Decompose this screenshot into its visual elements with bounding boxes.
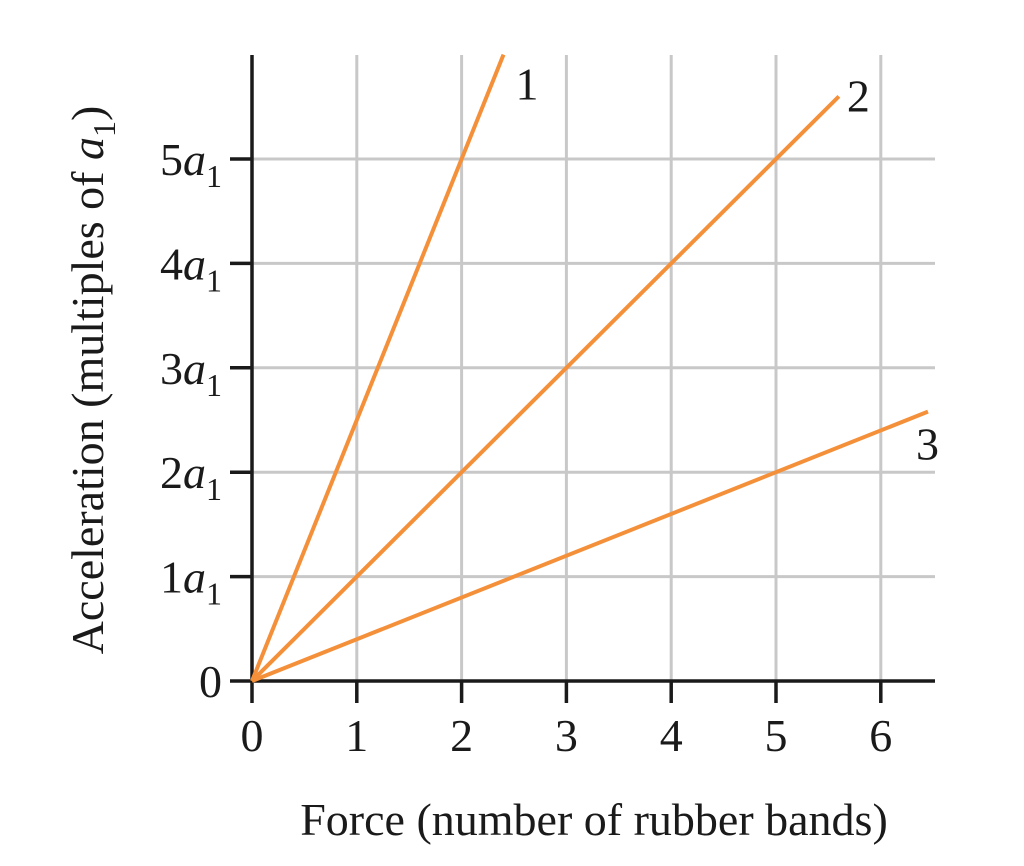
grid-lines xyxy=(252,55,935,681)
y-tick-label: 5a1 xyxy=(160,134,222,194)
x-tick-label: 3 xyxy=(555,710,578,761)
series-line-2 xyxy=(250,94,841,683)
x-tick-label: 5 xyxy=(765,710,788,761)
series-label-2: 2 xyxy=(847,70,870,121)
series-line-3 xyxy=(251,409,929,683)
y-tick-label: 3a1 xyxy=(160,343,222,403)
x-axis-title: Force (number of rubber bands) xyxy=(300,794,888,845)
x-tick-label: 1 xyxy=(345,710,368,761)
series-label-3: 3 xyxy=(916,419,939,470)
y-tick-label: 0 xyxy=(199,656,222,707)
x-tick-label: 2 xyxy=(450,710,473,761)
y-axis-title: Acceleration (multiples of a1) xyxy=(62,106,122,655)
y-tick-label: 2a1 xyxy=(160,447,222,507)
series-line-1 xyxy=(250,53,506,682)
y-tick-label: 1a1 xyxy=(160,552,222,612)
x-tick-label: 6 xyxy=(869,710,892,761)
x-tick-label: 4 xyxy=(660,710,683,761)
x-tick-label: 0 xyxy=(241,710,264,761)
tick-labels: 0 1 2 3 4 5 6 0 1a1 2a1 3a1 4a1 5a1 1 2 3 xyxy=(160,59,939,761)
axes xyxy=(230,55,935,703)
series-label-1: 1 xyxy=(516,59,539,110)
series-lines xyxy=(250,53,929,683)
y-tick-label: 4a1 xyxy=(160,238,222,298)
